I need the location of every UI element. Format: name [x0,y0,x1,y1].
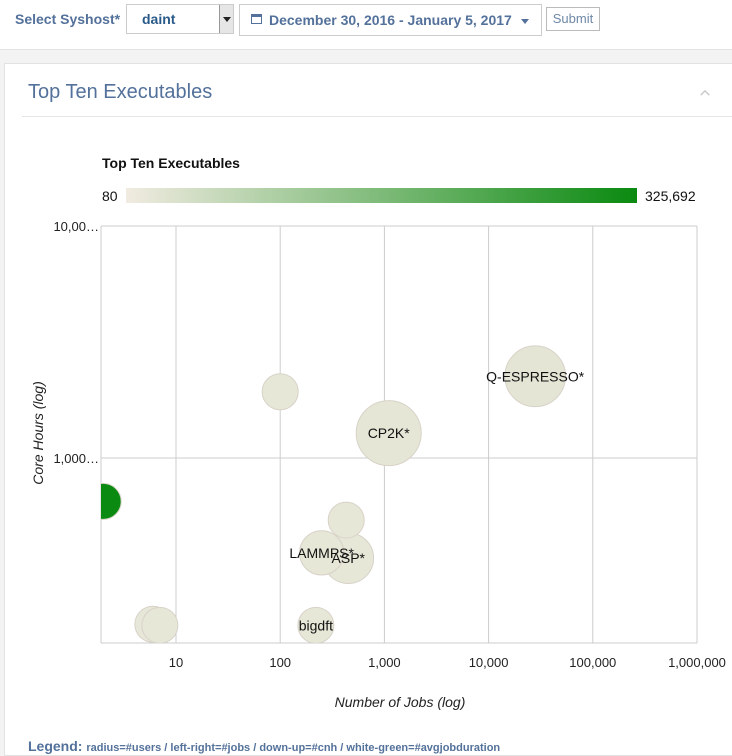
data-bubble [101,482,122,520]
x-tick-label: 10 [169,655,183,670]
data-bubble [504,345,567,408]
x-tick-label: 10,000 [469,655,509,670]
data-bubble [327,501,365,539]
x-axis-label: Number of Jobs (log) [335,694,466,710]
y-tick-label: 10,00… [53,219,99,234]
syshost-label: Select Syshost* [15,11,121,27]
data-bubble [299,530,345,576]
data-bubble [297,606,335,643]
panel-divider [22,116,732,117]
color-scale-max: 325,692 [645,188,696,204]
x-tick-label: 100 [269,655,291,670]
submit-button[interactable]: Submit [546,7,600,31]
y-axis-label: Core Hours (log) [30,381,46,484]
chevron-down-icon[interactable] [219,5,233,33]
data-bubble [141,606,179,643]
syshost-value: daint [142,11,176,27]
bubble-label: ASP* [332,550,366,566]
date-range-picker[interactable]: December 30, 2016 - January 5, 2017 [239,4,542,36]
chart-title: Top Ten Executables [102,155,240,171]
x-tick-label: 1,000 [368,655,401,670]
syshost-select[interactable]: daint [126,4,234,34]
color-scale-min: 80 [102,188,118,204]
color-scale-bar [126,188,637,203]
x-tick-label: 1,000,000 [668,655,726,670]
calendar-icon [251,14,262,24]
top-bar: Select Syshost* daint December 30, 2016 … [0,0,732,50]
legend: Legend: radius=#users / left-right=#jobs… [28,738,500,754]
bubble-label: CP2K* [368,425,411,441]
x-tick-label: 100,000 [569,655,616,670]
bubble-label: LAMMPS* [289,545,354,561]
legend-text: radius=#users / left-right=#jobs / down-… [86,742,501,754]
collapse-icon[interactable] [700,88,710,98]
bubble-label: bigdft [299,617,333,633]
caret-down-icon [521,19,529,24]
bubble-label: Q-ESPRESSO* [486,368,585,384]
date-range-text: December 30, 2016 - January 5, 2017 [269,12,512,28]
y-tick-label: 1,000… [53,451,99,466]
legend-prefix: Legend: [28,738,83,754]
data-bubble [261,373,299,411]
data-bubble [355,400,422,467]
panel-title: Top Ten Executables [28,81,213,103]
